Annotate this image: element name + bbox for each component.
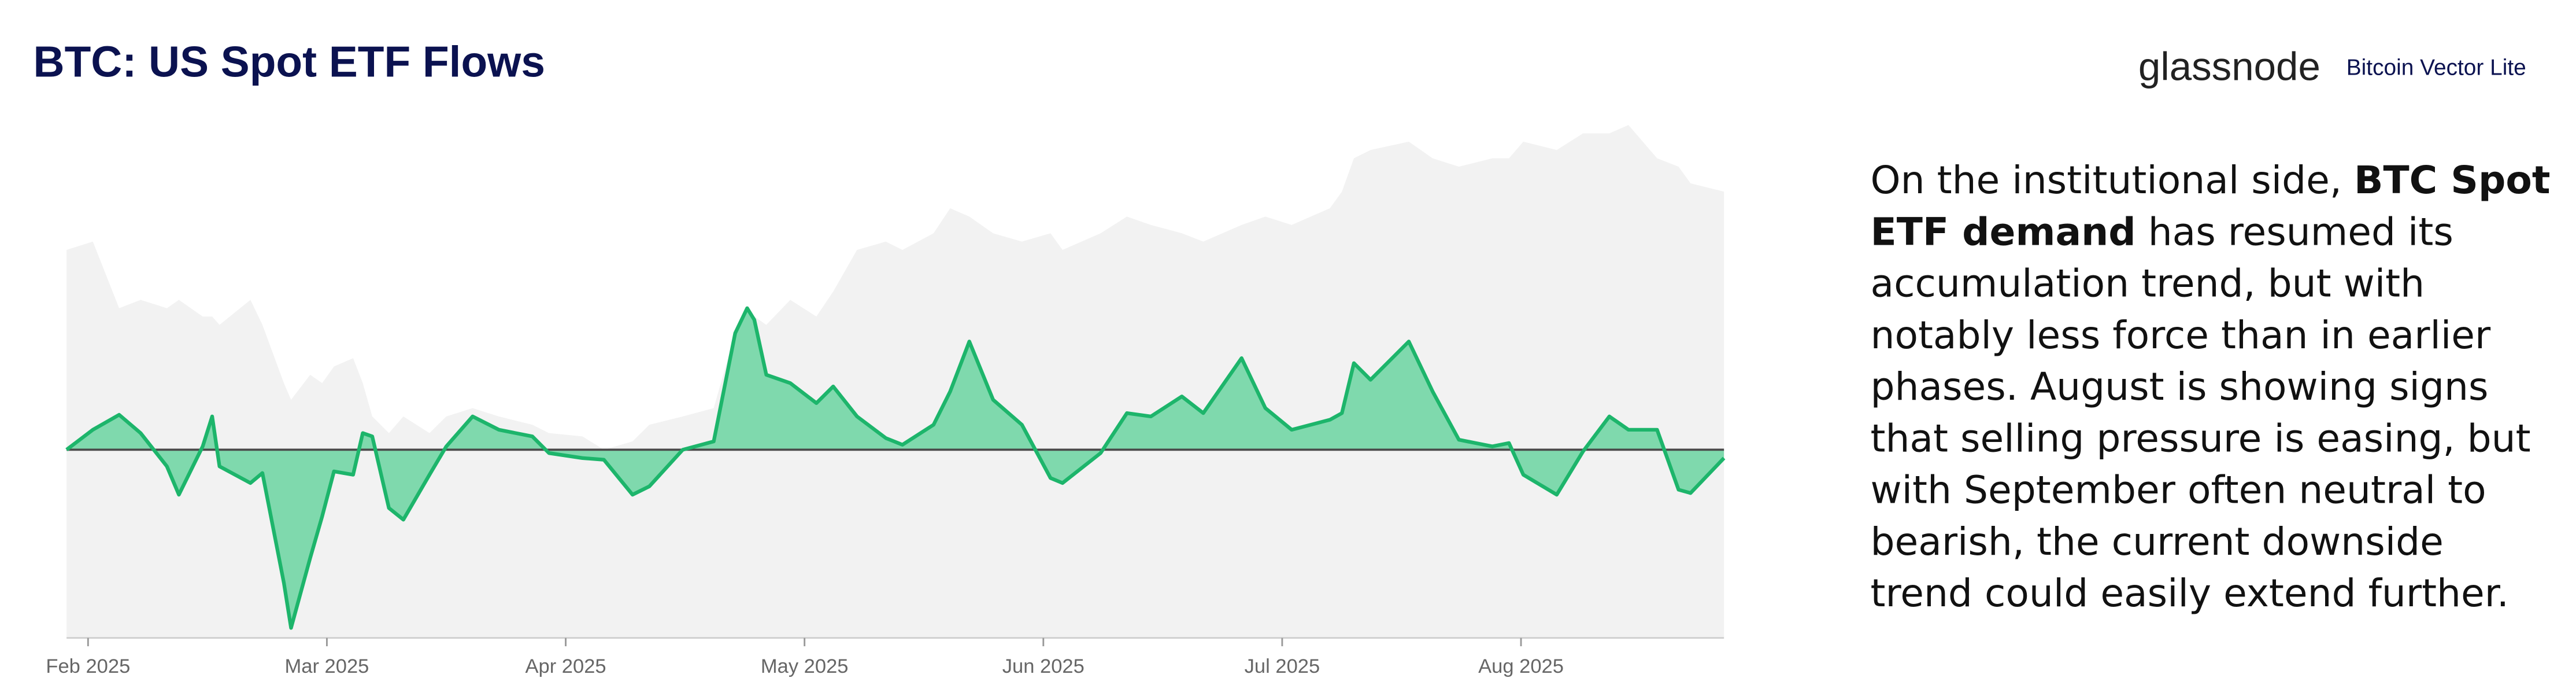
flow-area xyxy=(66,308,1724,628)
flow-line xyxy=(65,306,1726,630)
x-tick-label: Mar 2025 xyxy=(284,655,369,677)
commentary-text: On the institutional side, xyxy=(1870,160,2355,204)
x-tick-label: Aug 2025 xyxy=(1478,655,1564,677)
x-tick-label: Apr 2025 xyxy=(525,655,606,677)
brand-product: Bitcoin Vector Lite xyxy=(2346,56,2526,80)
commentary: On the institutional side, BTC Spot ETF … xyxy=(1870,157,2552,621)
x-tick-label: Jul 2025 xyxy=(1245,655,1320,677)
x-tick-label: Feb 2025 xyxy=(46,655,130,677)
background-area xyxy=(66,125,1724,638)
commentary-box: On the institutional side, BTC Spot ETF … xyxy=(1870,157,2552,621)
commentary-bold: BTC Spot ETF demand xyxy=(1870,160,2551,255)
x-tick-label: May 2025 xyxy=(761,655,849,677)
chart-title: BTC: US Spot ETF Flows xyxy=(34,38,545,86)
x-tick-label: Jun 2025 xyxy=(1002,655,1085,677)
brand: glassnode xyxy=(2138,43,2320,89)
commentary-text: has resumed its accumulation trend, but … xyxy=(1870,211,2531,617)
